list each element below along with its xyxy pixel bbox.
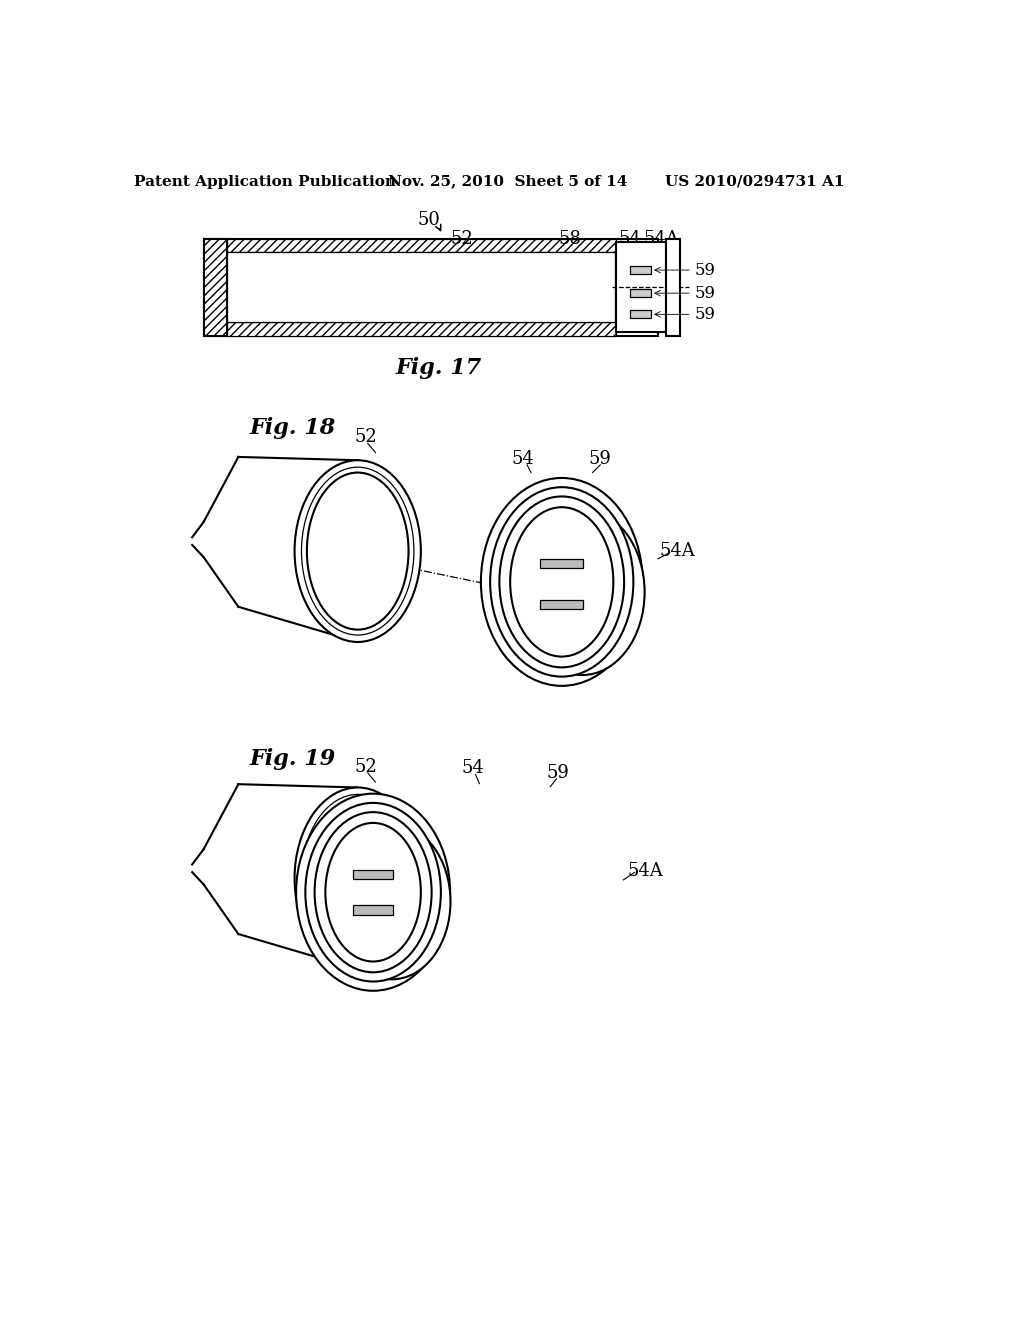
Ellipse shape [305,803,441,982]
Ellipse shape [296,793,451,991]
Text: 54A: 54A [627,862,663,879]
Ellipse shape [295,461,421,642]
Text: 59: 59 [695,285,716,302]
Ellipse shape [326,822,421,961]
Text: 52: 52 [354,758,377,776]
Ellipse shape [500,496,625,668]
Text: 54: 54 [512,450,535,467]
Bar [353,870,393,879]
Text: Nov. 25, 2010  Sheet 5 of 14: Nov. 25, 2010 Sheet 5 of 14 [388,174,628,189]
Text: 54: 54 [462,759,484,777]
Text: 52: 52 [451,230,473,248]
Ellipse shape [301,467,414,635]
Text: 54A: 54A [659,543,695,560]
Ellipse shape [490,487,634,677]
Bar [541,558,583,568]
Bar [226,252,615,322]
Text: Fig. 18: Fig. 18 [250,417,336,438]
Bar [541,601,583,610]
Bar [615,243,666,333]
Bar [630,310,651,318]
Text: Fig. 17: Fig. 17 [395,356,481,379]
Text: 52: 52 [354,428,377,446]
Ellipse shape [301,795,414,962]
Text: Patent Application Publication: Patent Application Publication [134,174,396,189]
Ellipse shape [520,510,645,675]
Bar [226,239,615,252]
Text: 58: 58 [558,230,581,248]
Bar [666,239,680,335]
Bar [204,239,226,335]
Text: 59: 59 [589,450,611,467]
Text: 59: 59 [695,261,716,279]
Bar [630,289,651,297]
Bar [204,239,658,335]
Ellipse shape [314,812,432,973]
Ellipse shape [307,800,409,957]
Text: US 2010/0294731 A1: US 2010/0294731 A1 [665,174,844,189]
Text: 59: 59 [547,764,569,781]
Ellipse shape [295,788,421,969]
Text: 59: 59 [695,306,716,323]
Bar [226,322,615,335]
Ellipse shape [307,473,409,630]
Text: 54A: 54A [644,230,680,248]
Ellipse shape [510,507,613,656]
Text: 50: 50 [418,211,440,228]
Text: 54: 54 [618,230,641,248]
Bar [630,267,651,275]
Text: Fig. 19: Fig. 19 [250,748,336,770]
Bar [353,906,393,915]
Ellipse shape [481,478,643,686]
Ellipse shape [334,824,451,979]
